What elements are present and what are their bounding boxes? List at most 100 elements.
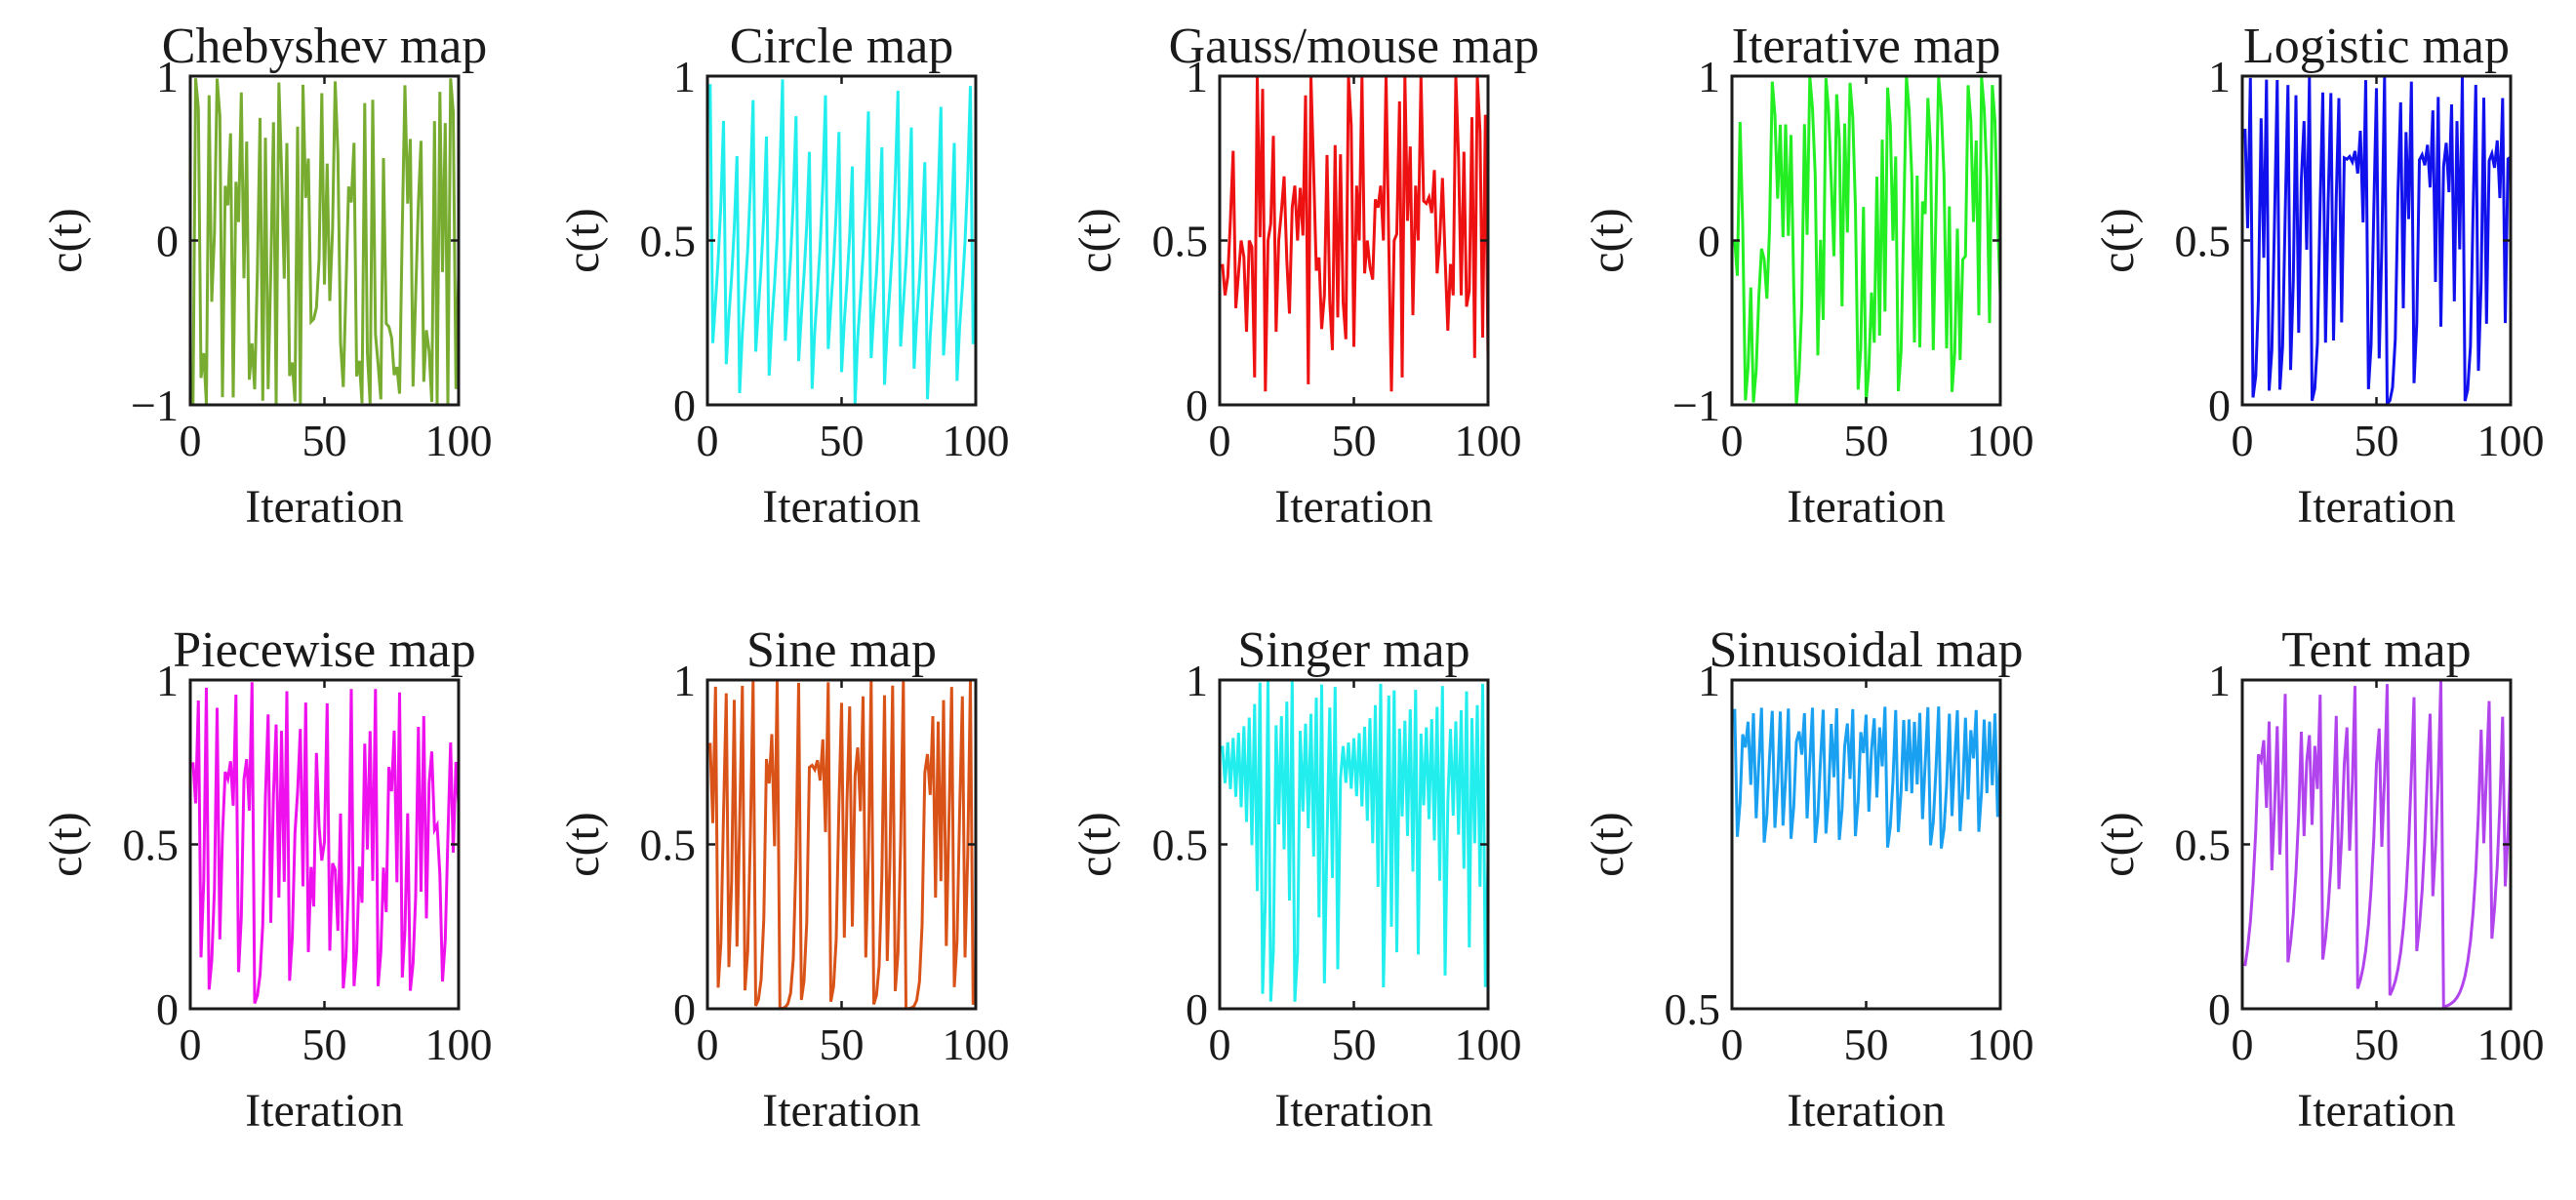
y-axis-label: c(t) (2092, 208, 2144, 273)
x-tick-label: 100 (425, 1020, 493, 1069)
y-tick-label: 0 (156, 984, 179, 1034)
y-tick-label: 1 (1698, 52, 1720, 101)
chart-title: Singer map (1237, 622, 1469, 678)
x-tick-label: 50 (2355, 1020, 2399, 1069)
x-tick-label: 0 (2232, 1020, 2254, 1069)
x-tick-label: 100 (1455, 416, 1522, 465)
chart-title: Gauss/mouse map (1169, 19, 1540, 74)
y-axis-label: c(t) (557, 812, 609, 877)
chart-title: Circle map (730, 19, 954, 74)
x-tick-label: 0 (697, 416, 719, 465)
x-tick-label: 100 (425, 416, 493, 465)
x-axis-label: Iteration (1274, 481, 1433, 533)
y-tick-label: 0 (1186, 380, 1208, 430)
x-axis-label: Iteration (2297, 481, 2456, 533)
chart-title: Tent map (2281, 622, 2471, 678)
y-axis-label: c(t) (1582, 812, 1633, 877)
y-tick-label: 0.5 (1665, 984, 1721, 1034)
y-tick-label: 1 (1186, 52, 1208, 101)
x-tick-label: 50 (1844, 1020, 1889, 1069)
y-tick-label: 1 (2208, 52, 2231, 101)
y-tick-label: 1 (673, 656, 696, 705)
subplot-circle-map: 0 50 100 0 0.5 1 Circle map Iteration c(t) (557, 19, 1010, 533)
x-tick-label: 50 (302, 1020, 347, 1069)
x-axis-label: Iteration (1787, 481, 1946, 533)
chart-title: Chebyshev map (162, 19, 488, 74)
y-axis-label: c(t) (1582, 208, 1633, 273)
x-tick-label: 100 (1455, 1020, 1522, 1069)
axes-box (2240, 678, 2513, 1011)
y-tick-label: 0.5 (640, 217, 697, 266)
y-axis-label: c(t) (40, 208, 92, 273)
chart-title: Sinusoidal map (1709, 622, 2023, 678)
series-line-logistic-map (2243, 76, 2511, 405)
y-tick-label: 1 (1698, 656, 1720, 705)
y-tick-label: 1 (673, 52, 696, 101)
y-tick-label: −1 (1672, 380, 1720, 430)
x-tick-label: 0 (1721, 416, 1744, 465)
x-tick-label: 50 (302, 416, 347, 465)
x-tick-label: 50 (1332, 416, 1377, 465)
x-tick-label: 100 (1967, 1020, 2034, 1069)
series-line-sine-map (708, 680, 976, 1009)
x-axis-label: Iteration (245, 481, 404, 533)
series-line-gauss-mouse-map (1221, 76, 1488, 392)
y-tick-label: −1 (131, 380, 179, 430)
x-tick-label: 100 (2477, 416, 2545, 465)
x-tick-label: 0 (1209, 416, 1231, 465)
y-tick-label: 0.5 (2175, 217, 2232, 266)
y-tick-label: 0 (156, 217, 179, 266)
x-tick-label: 100 (2477, 1020, 2545, 1069)
x-tick-label: 0 (697, 1020, 719, 1069)
x-tick-label: 0 (180, 416, 202, 465)
x-tick-label: 100 (1967, 416, 2034, 465)
y-axis-label: c(t) (2092, 812, 2144, 877)
y-tick-label: 0.5 (123, 820, 180, 870)
subplot-sine-map: 0 50 100 0 0.5 1 Sine map Iteration c(t) (557, 622, 1010, 1137)
y-axis-label: c(t) (1069, 812, 1121, 877)
y-tick-label: 0 (2208, 380, 2231, 430)
subplot-tent-map: 0 50 100 0 0.5 1 Tent map Iteration c(t) (2092, 622, 2545, 1137)
y-tick-label: 0 (1186, 984, 1208, 1034)
subplot-singer-map: 0 50 100 0 0.5 1 Singer map Iteration c(t) (1069, 622, 1522, 1137)
x-axis-label: Iteration (245, 1085, 404, 1137)
series-line-iterative-map (1733, 76, 2000, 405)
x-tick-label: 0 (1721, 1020, 1744, 1069)
x-tick-label: 50 (1332, 1020, 1377, 1069)
x-tick-label: 50 (820, 416, 865, 465)
x-tick-label: 0 (180, 1020, 202, 1069)
chart-title: Piecewise map (173, 622, 475, 678)
y-tick-label: 0 (673, 984, 696, 1034)
y-tick-label: 0 (2208, 984, 2231, 1034)
x-tick-label: 0 (2232, 416, 2254, 465)
series-line-sinusoidal-map (1733, 706, 2000, 849)
y-axis-label: c(t) (40, 812, 92, 877)
x-axis-label: Iteration (762, 481, 921, 533)
y-tick-label: 0.5 (640, 820, 697, 870)
chart-title: Logistic map (2243, 19, 2510, 74)
y-tick-label: 0.5 (1152, 820, 1209, 870)
y-tick-label: 1 (2208, 656, 2231, 705)
series-line-tent-map (2243, 680, 2511, 1009)
y-tick-label: 1 (1186, 656, 1208, 705)
series-line-circle-map (708, 79, 976, 404)
chart-title: Sine map (746, 622, 937, 678)
series-line-singer-map (1221, 681, 1488, 1002)
y-axis-label: c(t) (1069, 208, 1121, 273)
y-axis-label: c(t) (557, 208, 609, 273)
x-axis-label: Iteration (2297, 1085, 2456, 1137)
x-tick-label: 50 (1844, 416, 1889, 465)
series-line-chebyshev-map (191, 78, 459, 405)
y-tick-label: 1 (156, 656, 179, 705)
x-axis-label: Iteration (762, 1085, 921, 1137)
series-line-piecewise-map (191, 682, 459, 1004)
y-tick-label: 0.5 (1152, 217, 1209, 266)
y-tick-label: 0 (1698, 217, 1720, 266)
x-tick-label: 0 (1209, 1020, 1231, 1069)
